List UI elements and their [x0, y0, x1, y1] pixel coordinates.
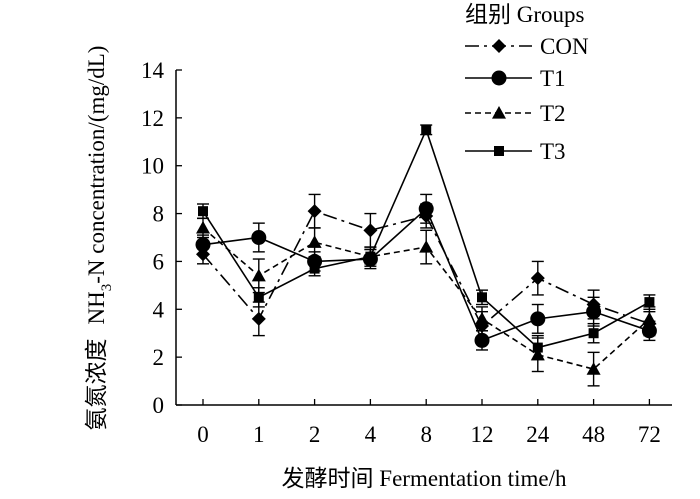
data-point-t1	[530, 311, 546, 327]
x-tick-label: 0	[197, 422, 209, 447]
data-point-con	[530, 271, 545, 286]
series-t3	[197, 124, 656, 361]
data-point-t3	[477, 292, 487, 303]
y-tick-label: 12	[141, 106, 164, 131]
x-tick-label: 2	[309, 422, 321, 447]
y-tick-label: 6	[153, 249, 165, 274]
legend-label: CON	[540, 34, 589, 59]
data-point-t3	[588, 328, 599, 339]
legend: 组别 Groups CON T1 T2 T3	[465, 2, 589, 164]
data-point-t1	[586, 304, 602, 320]
legend-label: T2	[540, 101, 566, 126]
x-tick-label: 72	[638, 422, 661, 447]
x-axis-label: 发酵时间 Fermentation time/h	[282, 466, 567, 491]
data-point-con	[251, 311, 266, 326]
x-tick-label: 4	[365, 422, 377, 447]
data-point-t2	[419, 240, 434, 253]
y-axis-label-en-sub: 3	[99, 284, 115, 292]
legend-marker-t2	[492, 106, 506, 119]
y-axis-label-en-post: -N concentration/(mg/dL)	[84, 46, 109, 284]
series-line-con	[202, 210, 650, 328]
legend-label: T1	[540, 66, 566, 91]
series-layer	[195, 124, 657, 387]
data-point-t1	[195, 237, 211, 253]
y-tick-label: 10	[141, 154, 164, 179]
data-point-t3	[644, 297, 655, 308]
data-point-t3	[253, 292, 264, 303]
data-point-t2	[586, 362, 601, 375]
data-point-t2	[475, 311, 489, 325]
data-point-t3	[309, 263, 320, 274]
x-ticks: 0 1 2 4 8 12 24 48 72	[197, 399, 661, 447]
x-tick-label: 12	[471, 422, 494, 447]
data-point-t3	[532, 342, 543, 353]
legend-title: 组别 Groups	[465, 2, 585, 27]
data-point-t2	[642, 311, 657, 325]
data-point-t1	[418, 201, 434, 217]
y-tick-label: 8	[153, 202, 165, 227]
data-point-t2	[307, 235, 322, 248]
y-axis-label-en-pre: NH	[84, 291, 109, 324]
x-tick-label: 24	[526, 422, 550, 447]
y-ticks: 0 2 4 6 8 10 12 14	[141, 58, 182, 418]
data-point-t1	[474, 332, 490, 348]
data-point-t3	[198, 206, 208, 217]
legend-label: T3	[540, 139, 566, 164]
x-tick-label: 48	[582, 422, 605, 447]
y-axis-label-cn: 氨氮浓度	[84, 338, 109, 430]
x-tick-label: 8	[420, 422, 432, 447]
y-tick-label: 2	[153, 345, 165, 370]
data-point-con	[363, 223, 378, 238]
x-tick-label: 1	[253, 422, 265, 447]
data-point-t3	[421, 124, 432, 135]
data-point-con	[307, 204, 322, 219]
legend-marker-t3	[494, 146, 504, 156]
data-point-t2	[196, 220, 210, 234]
data-point-t3	[365, 251, 376, 262]
y-tick-label: 14	[141, 58, 165, 83]
y-axis-label: 氨氮浓度 NH3-N concentration/(mg/dL)	[84, 46, 115, 431]
y-tick-label: 4	[153, 297, 165, 322]
data-point-t2	[251, 268, 266, 282]
data-point-t1	[251, 230, 267, 245]
legend-marker-con	[492, 39, 506, 53]
legend-marker-t1	[491, 70, 507, 86]
y-tick-label: 0	[153, 393, 165, 418]
